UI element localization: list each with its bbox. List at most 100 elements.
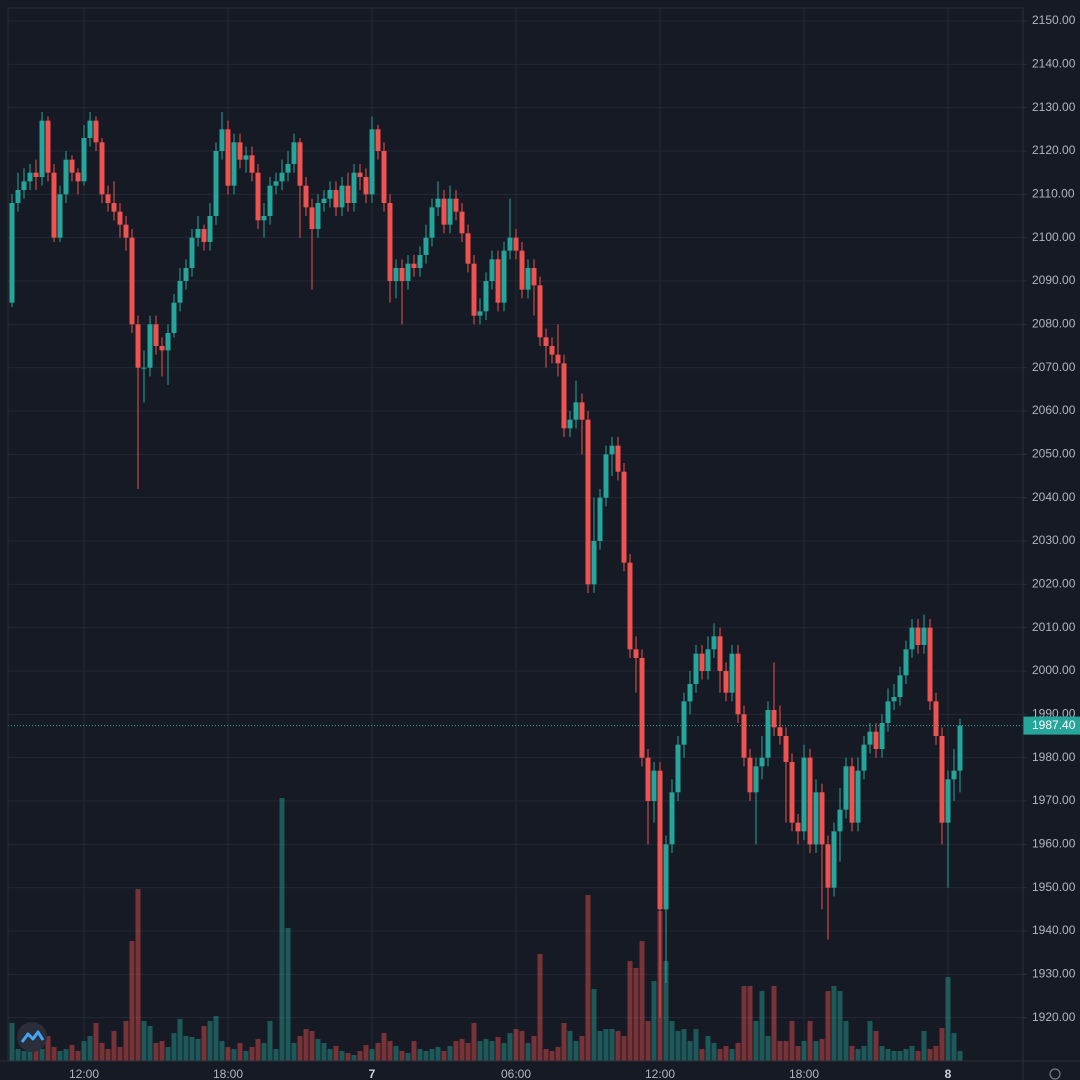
candle-body (789, 762, 795, 823)
candle-body (693, 653, 699, 684)
candle-body (135, 324, 141, 368)
volume-bar (723, 1046, 729, 1061)
volume-bar (465, 1043, 471, 1061)
volume-bar (333, 1046, 339, 1061)
volume-bar (609, 1029, 615, 1061)
volume-bar (345, 1053, 351, 1061)
volume-bar (183, 1036, 189, 1061)
volume-bar (813, 1041, 819, 1061)
volume-bar (783, 1041, 789, 1061)
candle-body (573, 402, 579, 420)
candle-body (453, 198, 459, 212)
volume-bar (513, 1029, 519, 1061)
candle-body (825, 844, 831, 888)
volume-bar (633, 968, 639, 1061)
y-tick-label: 2030.00 (1032, 533, 1076, 547)
volume-bar (957, 1051, 963, 1061)
candle-body (399, 268, 405, 281)
volume-bar (237, 1043, 243, 1061)
candle-body (117, 211, 123, 225)
candle-body (249, 155, 255, 173)
candle-body (309, 207, 315, 229)
candle-body (291, 142, 297, 164)
volume-bar (243, 1051, 249, 1061)
volume-bar (765, 1036, 771, 1061)
volume-bar (93, 1023, 99, 1061)
candle-body (675, 744, 681, 793)
candle-body (15, 190, 21, 203)
volume-bar (45, 1036, 51, 1061)
volume-bar (189, 1037, 195, 1061)
candle-body (765, 710, 771, 758)
volume-bar (843, 1021, 849, 1061)
volume-bar (453, 1041, 459, 1061)
y-tick-label: 2070.00 (1032, 360, 1076, 374)
candle-body (621, 471, 627, 563)
volume-bar (15, 1049, 21, 1061)
candle-body (657, 770, 663, 910)
candle-body (585, 419, 591, 585)
volume-bar (435, 1047, 441, 1061)
candle-body (351, 172, 357, 203)
volume-bar (543, 1049, 549, 1061)
candle-body (915, 627, 921, 645)
candle-body (153, 324, 159, 346)
candle-body (855, 770, 861, 823)
candle-body (159, 346, 165, 351)
candle-body (597, 497, 603, 541)
candle-body (21, 181, 27, 190)
volume-bar (381, 1033, 387, 1061)
volume-bar (63, 1049, 69, 1061)
candle-body (699, 653, 705, 671)
candle-body (357, 172, 363, 177)
candle-body (345, 185, 351, 203)
candle-body (603, 454, 609, 498)
volume-bar (267, 1021, 273, 1061)
candle-body (687, 684, 693, 702)
volume-bar (645, 1021, 651, 1061)
candle-body (75, 172, 81, 182)
candle-body (933, 701, 939, 736)
volume-bar (177, 1019, 183, 1061)
candle-body (333, 190, 339, 208)
candle-body (195, 229, 201, 238)
settings-gear[interactable] (1049, 1068, 1061, 1080)
y-tick-label: 2130.00 (1032, 100, 1076, 114)
candle-body (297, 142, 303, 186)
candle-body (711, 636, 717, 650)
volume-bar (111, 1031, 117, 1061)
volume-bar (663, 961, 669, 1061)
volume-bar (273, 1049, 279, 1061)
volume-bar (603, 1029, 609, 1061)
volume-bar (777, 1041, 783, 1061)
volume-bar (903, 1049, 909, 1061)
volume-bar (711, 1043, 717, 1061)
y-tick-label: 2090.00 (1032, 273, 1076, 287)
candle-body (63, 159, 69, 195)
volume-bar (729, 1049, 735, 1061)
settings-icon[interactable] (1049, 1068, 1061, 1080)
volume-bar (207, 1021, 213, 1061)
candle-body (891, 697, 897, 702)
candle-body (381, 151, 387, 203)
volume-bar (429, 1049, 435, 1061)
candle-body (459, 211, 465, 234)
logo-icon[interactable] (20, 1030, 45, 1043)
logo[interactable] (17, 1022, 47, 1052)
candle-body (615, 445, 621, 472)
candle-body (465, 233, 471, 264)
y-tick-label: 2080.00 (1032, 317, 1076, 331)
candle-body (741, 714, 747, 758)
candle-body (411, 263, 417, 268)
price-pane (9, 112, 963, 1018)
volume-bar (279, 798, 285, 1061)
candle-body (861, 744, 867, 771)
candle-body (945, 779, 951, 823)
volume-bar (681, 1029, 687, 1061)
volume-bar (489, 1041, 495, 1061)
candle-body (99, 142, 105, 195)
y-tick-label: 1920.00 (1032, 1010, 1076, 1024)
volume-bar (105, 1049, 111, 1061)
y-tick-label: 1930.00 (1032, 967, 1076, 981)
